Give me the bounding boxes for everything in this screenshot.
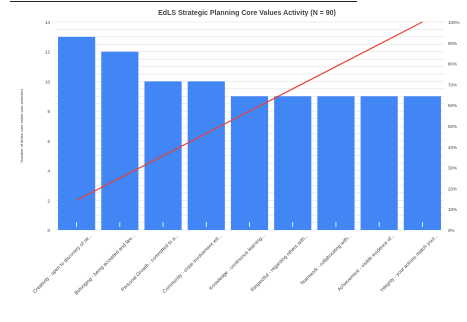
y2-tick-label: 30% [448, 166, 457, 171]
y2-tick-label: 50% [448, 124, 457, 129]
bar [317, 96, 355, 231]
y-tick-label: 12 [45, 50, 51, 55]
chart-title: EdLS Strategic Planning Core Values Acti… [158, 10, 336, 17]
y2-tick-label: 10% [448, 207, 457, 212]
y-tick-label: 2 [47, 198, 50, 203]
y-tick-label: 4 [47, 169, 50, 174]
bar [58, 36, 96, 230]
bar [403, 96, 441, 231]
y2-tick-label: 20% [448, 186, 457, 191]
y2-tick-label: 40% [448, 145, 457, 150]
y2-tick-label: 60% [448, 103, 457, 108]
y2-tick-label: 100% [448, 20, 460, 25]
y2-tick-label: 80% [448, 62, 457, 67]
y2-tick-label: 0% [448, 228, 455, 233]
y-tick-label: 10 [45, 79, 51, 84]
y-axis-label: Number of times core value was selected [19, 89, 24, 162]
bar [230, 96, 269, 231]
y-tick-label: 8 [47, 109, 50, 114]
y-tick-label: 14 [45, 20, 51, 25]
y2-tick-label: 70% [448, 82, 457, 87]
bar [360, 96, 398, 231]
bar [274, 96, 312, 231]
bar [101, 51, 139, 230]
bar [187, 81, 225, 230]
cumulative-line [76, 21, 423, 201]
y2-tick-label: 90% [448, 41, 457, 46]
y-tick-label: 0 [47, 228, 50, 233]
y-tick-label: 6 [47, 139, 50, 144]
top-rule [10, 1, 357, 2]
